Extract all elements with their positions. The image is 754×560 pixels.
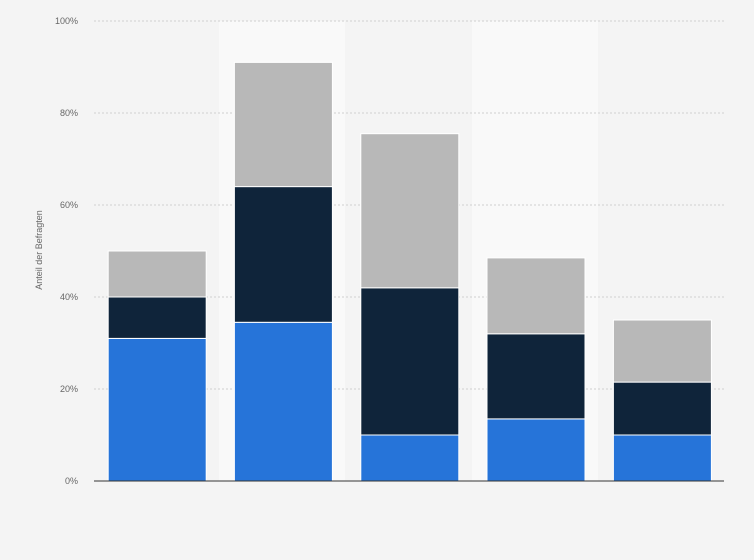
y-tick-label: 0%: [65, 476, 78, 486]
y-axis-title: Anteil der Befragten: [34, 210, 44, 290]
y-tick-label: 100%: [55, 16, 78, 26]
y-tick-label: 40%: [60, 292, 78, 302]
bar-segment-series-2[interactable]: [107, 296, 207, 339]
bar-segment-series-2[interactable]: [360, 287, 460, 436]
y-tick-label: 60%: [60, 200, 78, 210]
bar-segment-series-3[interactable]: [360, 133, 460, 289]
bar-segment-series-2[interactable]: [486, 333, 586, 420]
bar-segment-series-1[interactable]: [612, 434, 712, 482]
y-tick-label: 20%: [60, 384, 78, 394]
bar-segment-series-2[interactable]: [233, 186, 333, 323]
bar-segment-series-1[interactable]: [360, 434, 460, 482]
bar-segment-series-3[interactable]: [233, 61, 333, 188]
bar-segment-series-1[interactable]: [107, 337, 207, 482]
y-tick-labels: 0% 20% 40% 60% 80% 100%: [55, 16, 78, 486]
bar-segment-series-1[interactable]: [486, 418, 586, 482]
y-tick-label: 80%: [60, 108, 78, 118]
bar-segment-series-1[interactable]: [233, 321, 333, 482]
bar-segment-series-3[interactable]: [107, 250, 207, 298]
bar-segment-series-3[interactable]: [612, 319, 712, 383]
bars: [107, 61, 712, 482]
bar-segment-series-3[interactable]: [486, 257, 586, 335]
bar-segment-series-2[interactable]: [612, 381, 712, 436]
